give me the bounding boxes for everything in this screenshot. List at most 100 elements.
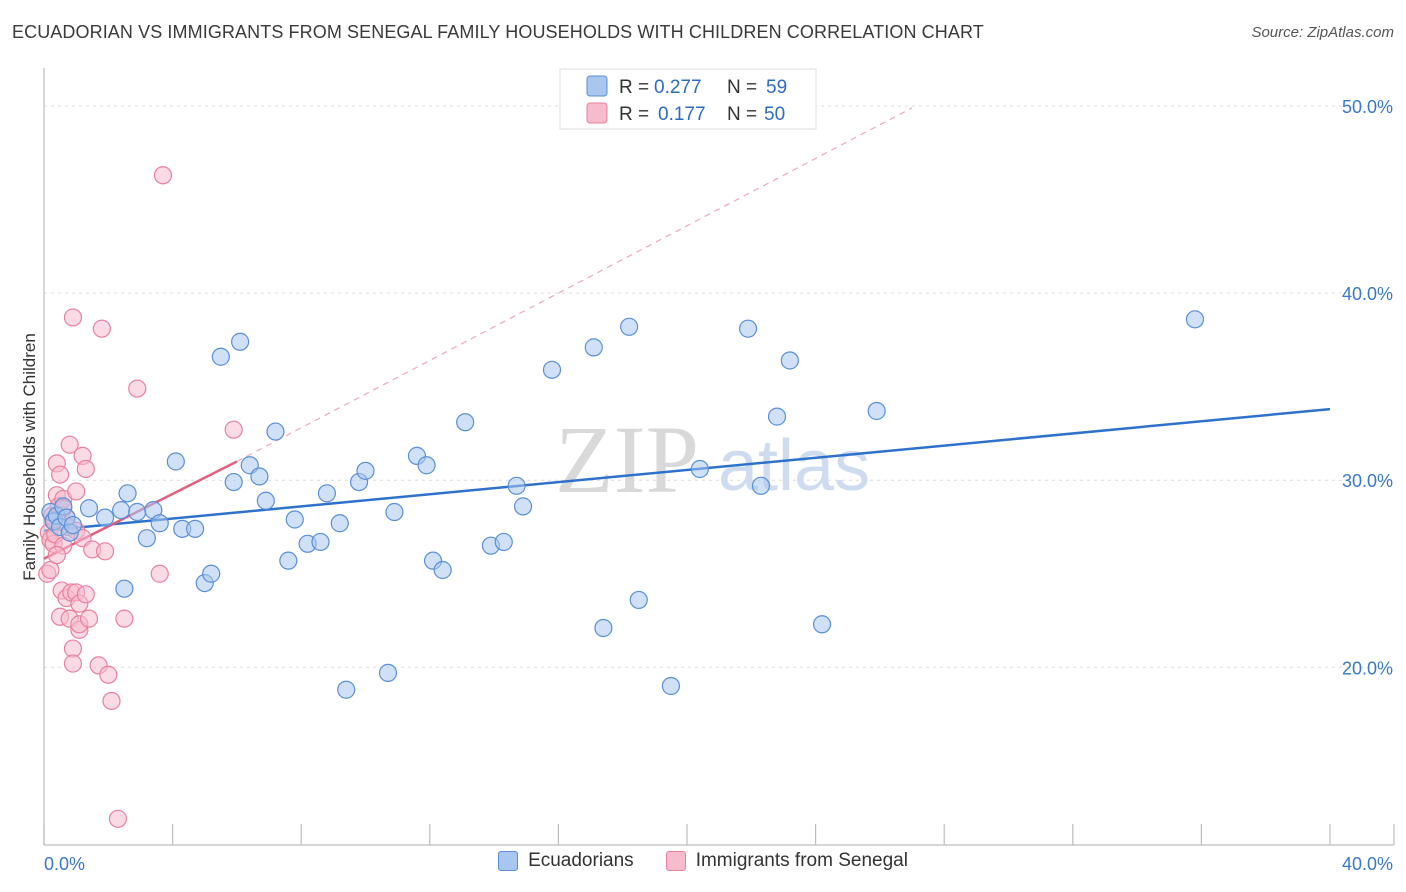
senegal-point: [63, 654, 83, 673]
source-label: Source: ZipAtlas.com: [1251, 24, 1394, 41]
senegal-point: [150, 564, 169, 583]
legend-n-value-2: 50: [764, 104, 785, 125]
senegal-point: [115, 609, 134, 628]
ecuadorian-point: [456, 413, 475, 432]
senegal-point: [99, 665, 118, 684]
watermark-atlas: atlas: [718, 426, 870, 506]
ecuadorian-points: [41, 310, 1205, 699]
senegal-point: [67, 482, 86, 501]
ecuadorian-point: [433, 560, 452, 580]
senegal-point: [128, 379, 147, 398]
ecuadorian-point: [279, 551, 298, 570]
ecuadorian-point: [186, 519, 205, 538]
legend-label-senegal: Immigrants from Senegal: [695, 850, 908, 871]
ecuadorian-point: [285, 510, 304, 529]
y-tick-label: 30.0%: [1342, 471, 1393, 491]
ecuadorian-point: [79, 499, 99, 518]
senegal-point: [50, 465, 70, 484]
tick-labels: 20.0% 30.0% 40.0% 50.0% 0.0% 40.0%: [44, 97, 1393, 874]
ecuadorian-point: [250, 467, 269, 486]
watermark: ZIP atlas: [555, 406, 870, 513]
legend-r-value-2: 0.177: [658, 104, 706, 125]
senegal-point: [95, 542, 115, 561]
ecuadorian-point: [812, 615, 832, 634]
senegal-point: [92, 319, 111, 338]
ecuadorian-point: [1185, 310, 1205, 329]
legend-swatch-senegal: [665, 851, 686, 871]
ecuadorian-point: [661, 676, 681, 696]
ecuadorian-point: [417, 456, 436, 475]
ecuadorian-point: [594, 618, 613, 638]
ecuadorian-point: [137, 529, 156, 548]
ecuadorian-trend-line: [43, 407, 1331, 532]
axes: [43, 68, 1395, 846]
ecuadorian-point: [231, 332, 250, 351]
ecuadorian-point: [513, 497, 533, 516]
legend-r-label-2: R =: [619, 104, 649, 125]
ecuadorian-point: [738, 319, 758, 338]
senegal-point: [153, 166, 173, 185]
legend-item-ecuadorians: Ecuadorians: [498, 850, 634, 872]
senegal-point: [76, 459, 95, 479]
ecuadorian-point: [118, 484, 137, 503]
x-tick-label: 40.0%: [1342, 854, 1393, 874]
senegal-point: [108, 809, 128, 828]
senegal-point: [79, 609, 99, 628]
senegal-point: [47, 545, 66, 565]
ecuadorian-point: [224, 472, 243, 492]
ecuadorian-point: [767, 407, 787, 426]
senegal-point: [60, 435, 79, 454]
senegal-point: [102, 691, 121, 711]
legend-label-ecuadorians: Ecuadorians: [528, 850, 634, 871]
ecuadorian-point: [690, 459, 709, 479]
ecuadorian-point: [494, 532, 513, 552]
senegal-points: [38, 166, 243, 828]
senegal-point: [63, 308, 83, 327]
ecuadorian-point: [751, 476, 771, 495]
senegal-point: [224, 420, 243, 439]
y-tick-label: 40.0%: [1342, 284, 1393, 304]
senegal-point: [76, 585, 95, 604]
ecuadorian-point: [507, 476, 526, 495]
top-legend: R = 0.277 N = 59 R = 0.177 N = 50: [559, 68, 817, 130]
ecuadorian-point: [542, 360, 562, 379]
x-tick-label: 0.0%: [44, 854, 85, 874]
legend-swatch-pink: [586, 102, 608, 124]
legend-r-value-1: 0.277: [654, 77, 702, 98]
ecuadorian-point: [95, 508, 115, 527]
gridlines: [44, 105, 1394, 668]
ecuadorian-point: [128, 502, 147, 522]
ecuadorian-point: [115, 579, 134, 598]
ecuadorian-point: [317, 484, 337, 503]
y-tick-label: 20.0%: [1342, 658, 1393, 678]
watermark-zip: ZIP: [555, 406, 699, 513]
ecuadorian-point: [63, 516, 83, 535]
chart-title: ECUADORIAN VS IMMIGRANTS FROM SENEGAL FA…: [12, 22, 984, 42]
bottom-legend: Ecuadorians Immigrants from Senegal: [0, 850, 1406, 872]
ecuadorian-point: [211, 347, 230, 366]
senegal-point: [41, 560, 60, 580]
ecuadorian-point: [337, 680, 356, 699]
ecuadorian-point: [629, 590, 648, 610]
ecuadorian-point: [378, 663, 398, 682]
legend-swatch-blue: [586, 75, 608, 97]
ecuadorian-point: [330, 514, 349, 533]
ecuadorian-point: [112, 501, 131, 520]
legend-n-value-1: 59: [766, 77, 787, 98]
ecuadorian-point: [385, 502, 404, 522]
ecuadorian-point: [266, 422, 285, 441]
ecuadorian-point: [584, 338, 603, 357]
y-axis-title: Family Households with Children: [20, 333, 39, 581]
legend-swatch-ecuadorians: [498, 851, 519, 871]
legend-r-label-1: R =: [619, 77, 649, 98]
ecuadorian-point: [311, 532, 330, 552]
ecuadorian-point: [202, 564, 221, 583]
ecuadorian-point: [356, 461, 375, 480]
ecuadorian-point: [166, 452, 185, 471]
ecuadorian-point: [150, 514, 169, 533]
legend-n-label-1: N =: [727, 77, 757, 98]
legend-n-label-2: N =: [727, 104, 757, 125]
ecuadorian-point: [620, 317, 639, 336]
ecuadorian-point: [780, 351, 799, 370]
